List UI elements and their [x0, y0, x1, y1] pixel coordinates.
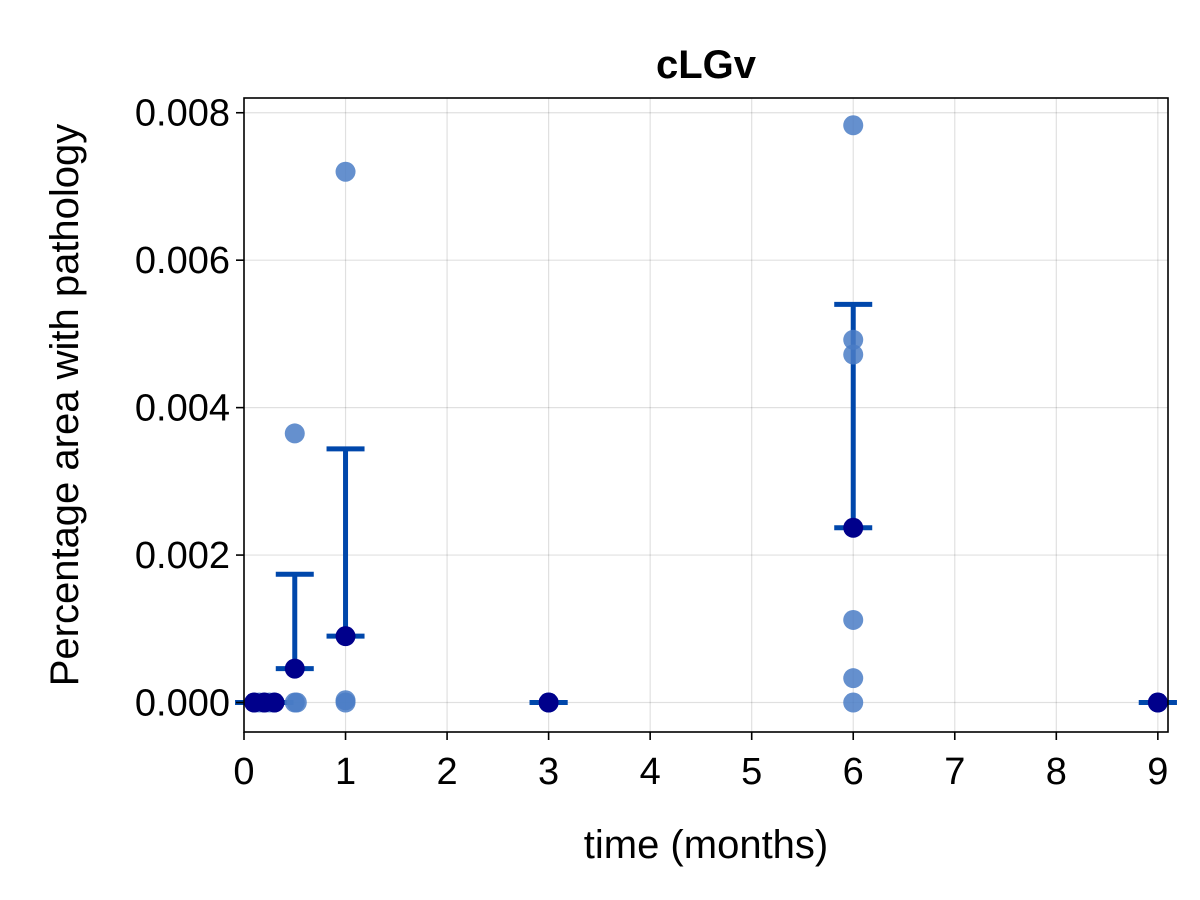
- mean-points: [244, 517, 1168, 713]
- y-tick-label: 0.002: [135, 535, 230, 577]
- data-points: [244, 115, 1168, 713]
- x-tick-label: 0: [233, 751, 254, 793]
- data-point: [286, 692, 307, 713]
- data-point: [843, 115, 864, 136]
- data-point: [843, 692, 864, 713]
- x-axis-label: time (months): [584, 823, 829, 867]
- mean-point: [284, 658, 305, 679]
- y-axis-ticks: 0.000 0.002 0.004 0.006 0.008: [135, 93, 244, 725]
- mean-point: [1147, 692, 1168, 713]
- x-tick-label: 2: [437, 751, 458, 793]
- x-tick-label: 5: [741, 751, 762, 793]
- data-point: [843, 329, 864, 350]
- data-point: [284, 423, 305, 444]
- data-point: [843, 344, 864, 365]
- data-point: [843, 668, 864, 689]
- x-tick-label: 7: [944, 751, 965, 793]
- x-tick-label: 1: [335, 751, 356, 793]
- x-axis-ticks: 0 1 2 3 4 5 6 7 8 9: [233, 732, 1168, 793]
- mean-point: [264, 692, 285, 713]
- x-tick-label: 6: [843, 751, 864, 793]
- chart-title: cLGv: [656, 43, 757, 87]
- y-tick-label: 0.008: [135, 93, 230, 135]
- y-tick-label: 0.000: [135, 683, 230, 725]
- error-bars: [235, 301, 1177, 706]
- mean-point: [843, 517, 864, 538]
- data-point: [335, 161, 356, 182]
- x-tick-label: 3: [538, 751, 559, 793]
- x-tick-label: 4: [640, 751, 661, 793]
- grid: [243, 98, 1168, 732]
- mean-point: [538, 692, 559, 713]
- data-point: [843, 609, 864, 630]
- y-tick-label: 0.004: [135, 388, 230, 430]
- x-tick-label: 8: [1046, 751, 1067, 793]
- x-tick-label: 9: [1147, 751, 1168, 793]
- plot-frame: [243, 97, 1169, 733]
- mean-point: [335, 626, 356, 647]
- y-axis-label: Percentage area with pathology: [43, 124, 87, 687]
- data-point: [335, 692, 356, 713]
- y-tick-label: 0.006: [135, 240, 230, 282]
